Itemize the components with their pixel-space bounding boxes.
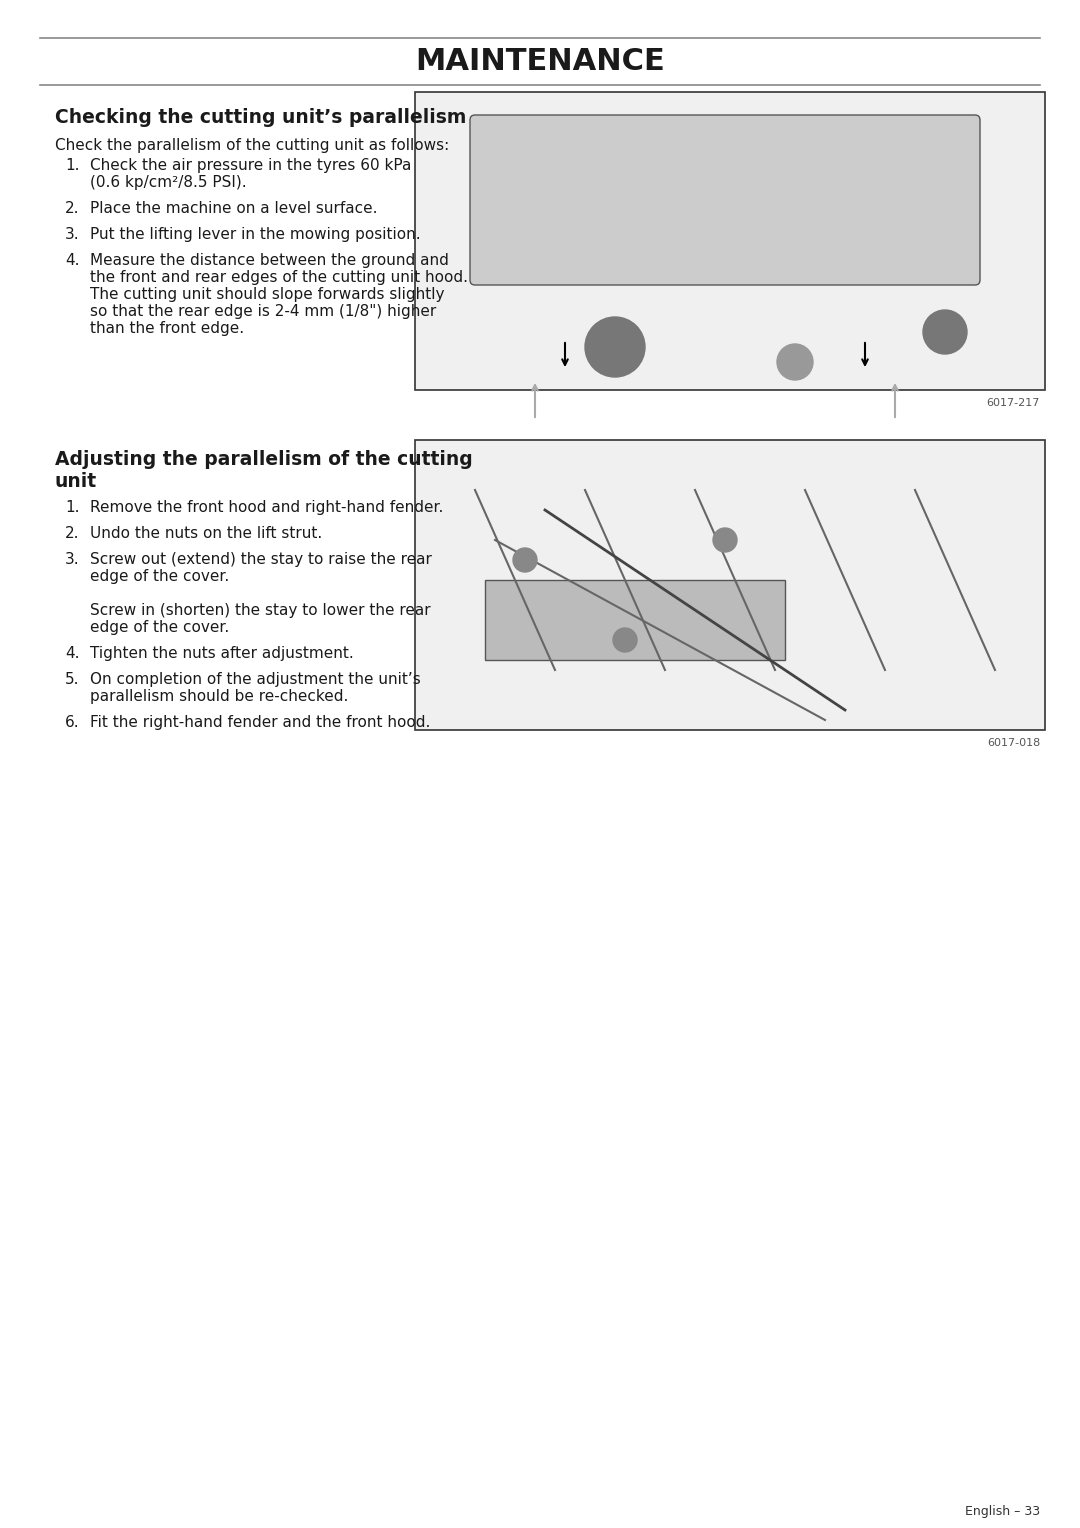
Text: 1.: 1.	[65, 500, 80, 515]
Text: Checking the cutting unit’s parallelism: Checking the cutting unit’s parallelism	[55, 108, 467, 127]
Text: On completion of the adjustment the unit’s: On completion of the adjustment the unit…	[90, 672, 421, 688]
Text: Tighten the nuts after adjustment.: Tighten the nuts after adjustment.	[90, 646, 354, 662]
Text: Screw out (extend) the stay to raise the rear: Screw out (extend) the stay to raise the…	[90, 552, 432, 567]
Text: 3.: 3.	[65, 552, 80, 567]
Circle shape	[585, 316, 645, 377]
Text: 6.: 6.	[65, 715, 80, 730]
Text: 6017-018: 6017-018	[987, 738, 1040, 749]
Text: Put the lifting lever in the mowing position.: Put the lifting lever in the mowing posi…	[90, 228, 420, 241]
Text: (0.6 kp/cm²/8.5 PSI).: (0.6 kp/cm²/8.5 PSI).	[90, 176, 246, 189]
Circle shape	[713, 529, 737, 552]
FancyBboxPatch shape	[470, 115, 980, 286]
Bar	[415, 440, 1045, 730]
Text: Remove the front hood and right-hand fender.: Remove the front hood and right-hand fen…	[90, 500, 444, 515]
Text: Fit the right-hand fender and the front hood.: Fit the right-hand fender and the front …	[90, 715, 430, 730]
Text: The cutting unit should slope forwards slightly: The cutting unit should slope forwards s…	[90, 287, 445, 303]
Text: than the front edge.: than the front edge.	[90, 321, 244, 336]
Text: 2.: 2.	[65, 526, 80, 541]
Circle shape	[513, 549, 537, 571]
Text: Measure the distance between the ground and: Measure the distance between the ground …	[90, 254, 449, 267]
Text: 1.: 1.	[65, 157, 80, 173]
Text: 4.: 4.	[65, 646, 80, 662]
Text: Place the machine on a level surface.: Place the machine on a level surface.	[90, 202, 378, 215]
Text: English – 33: English – 33	[964, 1505, 1040, 1517]
Text: edge of the cover.: edge of the cover.	[90, 620, 229, 636]
Circle shape	[777, 344, 813, 380]
Text: Undo the nuts on the lift strut.: Undo the nuts on the lift strut.	[90, 526, 322, 541]
Text: 2.: 2.	[65, 202, 80, 215]
Circle shape	[923, 310, 967, 354]
Text: Adjusting the parallelism of the cutting
unit: Adjusting the parallelism of the cutting…	[55, 451, 473, 490]
Text: 4.: 4.	[65, 254, 80, 267]
Bar	[415, 92, 1045, 390]
Text: MAINTENANCE: MAINTENANCE	[415, 47, 665, 76]
Text: edge of the cover.: edge of the cover.	[90, 568, 229, 584]
Text: so that the rear edge is 2-4 mm (1/8") higher: so that the rear edge is 2-4 mm (1/8") h…	[90, 304, 436, 319]
Text: 5.: 5.	[65, 672, 80, 688]
Text: 6017-217: 6017-217	[987, 397, 1040, 408]
Circle shape	[613, 628, 637, 652]
Text: Screw in (shorten) the stay to lower the rear: Screw in (shorten) the stay to lower the…	[90, 604, 431, 617]
Text: Check the parallelism of the cutting unit as follows:: Check the parallelism of the cutting uni…	[55, 138, 449, 153]
Text: parallelism should be re-checked.: parallelism should be re-checked.	[90, 689, 349, 704]
Bar	[485, 581, 785, 660]
Text: Check the air pressure in the tyres 60 kPa: Check the air pressure in the tyres 60 k…	[90, 157, 411, 173]
Text: 3.: 3.	[65, 228, 80, 241]
Text: the front and rear edges of the cutting unit hood.: the front and rear edges of the cutting …	[90, 270, 468, 286]
